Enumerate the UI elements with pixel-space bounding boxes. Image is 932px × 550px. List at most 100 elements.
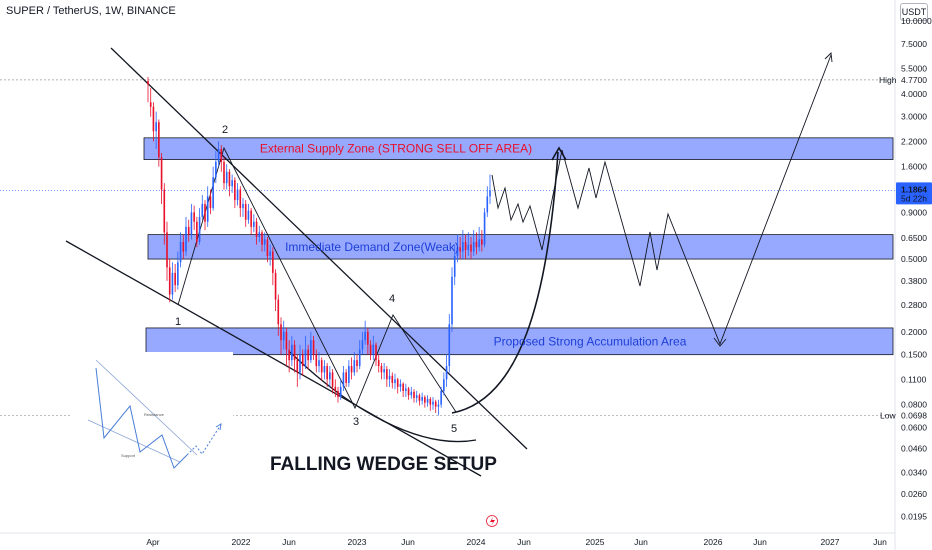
candle-body bbox=[451, 276, 453, 325]
candle-body bbox=[261, 232, 263, 245]
inset-breakout-line bbox=[186, 425, 221, 456]
price-axis-tick: 0.1500 bbox=[901, 350, 927, 360]
candle-body bbox=[369, 344, 372, 355]
price-axis-tick: 7.5000 bbox=[901, 39, 927, 49]
candle-body bbox=[410, 391, 413, 396]
candle-body bbox=[440, 390, 442, 405]
candle-body bbox=[247, 210, 250, 220]
candle-body bbox=[364, 331, 366, 341]
zone-label: External Supply Zone (STRONG SELL OFF AR… bbox=[260, 142, 532, 156]
price-axis-tick: 0.2800 bbox=[901, 300, 927, 310]
quote-currency-button[interactable]: USDT bbox=[900, 3, 928, 21]
candle-body bbox=[285, 331, 288, 350]
candle-body bbox=[462, 241, 464, 252]
price-axis-tick: 3.0000 bbox=[901, 112, 927, 122]
candle-body bbox=[320, 360, 323, 373]
time-axis-tick: Jun bbox=[282, 537, 296, 547]
falling-wedge-annotation: FALLING WEDGE SETUP bbox=[270, 454, 497, 475]
inset-resistance-label: Resistance bbox=[144, 412, 165, 417]
candle-body bbox=[272, 251, 274, 273]
zone-rect bbox=[147, 234, 894, 260]
price-axis-tick: 0.0340 bbox=[901, 468, 927, 478]
candle-body bbox=[459, 247, 461, 252]
candle-body bbox=[358, 349, 361, 367]
candle-body bbox=[337, 390, 339, 398]
candle-body bbox=[263, 239, 266, 245]
candle-body bbox=[299, 354, 301, 373]
inset-support-line bbox=[87, 419, 181, 463]
candle-body bbox=[174, 272, 176, 286]
candle-body bbox=[277, 299, 280, 325]
candle-body bbox=[220, 148, 223, 162]
candle-body bbox=[372, 344, 375, 355]
candle-body bbox=[163, 189, 166, 233]
candle-body bbox=[429, 398, 432, 405]
candle-body bbox=[356, 360, 358, 367]
lightning-icon bbox=[490, 517, 495, 526]
candle-body bbox=[405, 388, 407, 391]
candle-body bbox=[193, 212, 195, 222]
inset-resistance-line bbox=[95, 359, 198, 456]
candle-body bbox=[258, 232, 261, 237]
candle-body bbox=[179, 241, 182, 263]
price-axis-tick: 5.5000 bbox=[901, 64, 927, 74]
candle-body bbox=[434, 401, 437, 407]
candle-body bbox=[217, 148, 220, 162]
candle-body bbox=[443, 379, 445, 391]
candle-body bbox=[253, 221, 255, 227]
zone-rect bbox=[143, 137, 894, 160]
candle-body bbox=[307, 349, 309, 361]
candle-body bbox=[312, 340, 315, 355]
bar-countdown: 5d 22h bbox=[901, 193, 927, 203]
falling-wedge-inset: Resistance Support bbox=[71, 352, 233, 478]
candle-body bbox=[367, 331, 369, 345]
candle-body bbox=[456, 247, 459, 256]
time-axis-tick: 2026 bbox=[704, 537, 723, 547]
candle-body bbox=[315, 354, 318, 367]
candle-body bbox=[147, 81, 149, 85]
candle-body bbox=[345, 372, 347, 384]
time-axis-tick: 2024 bbox=[467, 537, 486, 547]
candle-body bbox=[182, 241, 185, 252]
candle-body bbox=[380, 366, 383, 373]
wave-label: 2 bbox=[222, 124, 228, 136]
time-axis-tick: Jun bbox=[873, 537, 887, 547]
candle-body bbox=[329, 372, 331, 380]
candle-body bbox=[489, 190, 491, 197]
wedge-support-line bbox=[65, 240, 482, 477]
candle-body bbox=[361, 340, 364, 350]
candle-body bbox=[445, 366, 448, 380]
last-price-tag bbox=[896, 182, 932, 205]
candle-body bbox=[255, 221, 258, 237]
candle-body bbox=[291, 344, 293, 361]
candle-body bbox=[215, 161, 217, 178]
candle-body bbox=[483, 212, 486, 245]
candle-body bbox=[155, 122, 157, 132]
candle-body bbox=[310, 340, 312, 361]
candle-body bbox=[242, 203, 244, 209]
time-axis-tick: Jun bbox=[634, 537, 648, 547]
inset-price-line bbox=[95, 367, 188, 469]
candle-body bbox=[166, 232, 168, 268]
candle-body bbox=[353, 360, 356, 373]
high-price-value: 4.7700 bbox=[901, 75, 927, 85]
elliott-wave-path bbox=[177, 146, 457, 413]
time-axis-tick: 2022 bbox=[232, 537, 251, 547]
zone-label: Immediate Demand Zone(Weak) bbox=[285, 240, 459, 254]
candle-body bbox=[301, 354, 304, 367]
candle-body bbox=[274, 272, 277, 300]
candle-body bbox=[212, 177, 214, 209]
price-axis-tick: 0.3800 bbox=[901, 276, 927, 286]
candle-body bbox=[168, 267, 171, 295]
time-axis-tick: 2023 bbox=[348, 537, 367, 547]
low-price-value: 0.0698 bbox=[901, 410, 927, 420]
price-axis-tick: 0.0195 bbox=[901, 512, 927, 522]
candle-body bbox=[323, 366, 326, 373]
candle-body bbox=[187, 226, 190, 235]
candle-body bbox=[350, 366, 353, 373]
price-axis-tick: 0.0800 bbox=[901, 400, 927, 410]
candle-body bbox=[342, 372, 345, 387]
projected-price-path bbox=[491, 54, 832, 346]
chart-title: SUPER / TetherUS, 1W, BINANCE bbox=[6, 5, 176, 17]
